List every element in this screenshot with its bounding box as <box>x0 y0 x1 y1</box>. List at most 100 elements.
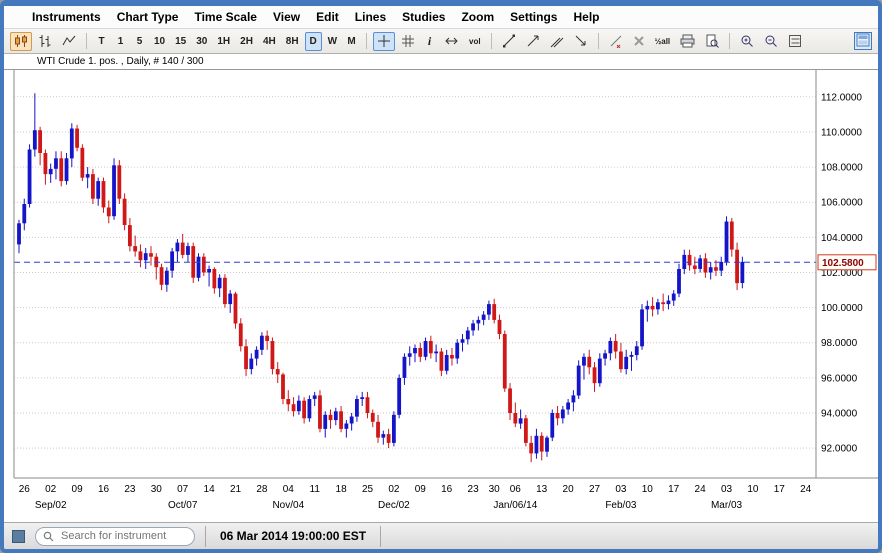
instrument-status-icon[interactable] <box>12 529 25 543</box>
auto-scale-icon <box>789 35 802 47</box>
svg-text:Mar/03: Mar/03 <box>711 500 743 511</box>
menu-lines[interactable]: Lines <box>354 10 387 24</box>
menu-help[interactable]: Help <box>573 10 600 24</box>
svg-text:02: 02 <box>45 484 57 495</box>
menu-settings[interactable]: Settings <box>510 10 558 24</box>
menu-zoom[interactable]: Zoom <box>461 10 495 24</box>
timeframe-button-M[interactable]: M <box>347 35 356 47</box>
svg-text:30: 30 <box>489 484 501 495</box>
crosshair-button[interactable] <box>373 31 396 51</box>
svg-text:13: 13 <box>536 484 548 495</box>
menu-instruments[interactable]: Instruments <box>32 10 101 24</box>
timeframe-button-5[interactable]: 5 <box>136 35 143 47</box>
trend-line-button[interactable] <box>498 32 520 51</box>
chart-title: WTI Crude 1. pos. , Daily, # 140 / 300 <box>4 54 878 70</box>
bar-chart-button[interactable] <box>34 32 56 51</box>
timeframe-button-30[interactable]: 30 <box>196 35 208 47</box>
timeframe-button-4H[interactable]: 4H <box>262 35 276 47</box>
timeframe-button-D[interactable]: D <box>304 31 322 51</box>
menu-chart-type[interactable]: Chart Type <box>116 10 179 24</box>
horizontal-arrows-icon <box>445 37 458 45</box>
svg-text:17: 17 <box>668 484 680 495</box>
toolbar: T 1 5 10 15 30 1H 2H 4H 8H D W M i vol <box>4 28 878 54</box>
svg-text:23: 23 <box>468 484 480 495</box>
svg-text:11: 11 <box>310 484 321 495</box>
auto-scale-button[interactable] <box>784 32 806 51</box>
print-preview-button[interactable] <box>701 32 723 51</box>
menubar: Instruments Chart Type Time Scale View Edit L… <box>4 6 878 28</box>
toolbar-separator <box>366 33 368 49</box>
svg-text:106.0000: 106.0000 <box>821 198 863 209</box>
candlestick-icon <box>15 35 27 47</box>
zoom-in-button[interactable] <box>736 32 758 51</box>
svg-text:28: 28 <box>256 484 268 495</box>
x-axis: 26 02 09 16 23 30 07 14 21 28 04 11 18 25 02 09 16 23 30 06… <box>19 484 812 511</box>
svg-text:110.0000: 110.0000 <box>821 128 862 139</box>
ohlc-bars-icon <box>39 35 51 47</box>
statusbar: 06 Mar 2014 19:00:00 EST <box>4 522 878 549</box>
svg-text:Dec/02: Dec/02 <box>378 500 410 511</box>
ray-line-button[interactable] <box>522 32 544 51</box>
svg-text:100.0000: 100.0000 <box>821 303 863 314</box>
grid-button[interactable] <box>397 32 419 51</box>
toolbar-separator <box>490 33 492 49</box>
layout-icon <box>856 33 870 47</box>
svg-text:Oct/07: Oct/07 <box>168 500 198 511</box>
menu-studies[interactable]: Studies <box>402 10 446 24</box>
timeframe-button-2H[interactable]: 2H <box>240 35 253 47</box>
delete-all-button[interactable] <box>629 32 649 51</box>
scale-half-all-button[interactable]: ½all <box>654 36 671 46</box>
menu-view[interactable]: View <box>272 10 301 24</box>
print-button[interactable] <box>676 32 699 51</box>
grid-icon <box>402 35 415 47</box>
svg-text:16: 16 <box>98 484 110 495</box>
zoom-out-button[interactable] <box>760 32 782 51</box>
volume-button[interactable]: vol <box>469 36 481 46</box>
svg-text:09: 09 <box>415 484 427 495</box>
toolbar-separator <box>597 33 599 49</box>
menu-edit[interactable]: Edit <box>316 10 339 24</box>
candlestick-chart-button[interactable] <box>10 31 32 51</box>
svg-text:14: 14 <box>204 484 216 495</box>
svg-text:09: 09 <box>72 484 84 495</box>
svg-text:104.0000: 104.0000 <box>821 233 863 244</box>
svg-text:30: 30 <box>151 484 163 495</box>
timeframe-button-1H[interactable]: 1H <box>217 35 231 47</box>
svg-text:Jan/06/14: Jan/06/14 <box>493 500 537 511</box>
timeframe-button-1[interactable]: 1 <box>117 35 124 47</box>
instrument-search-box[interactable] <box>35 526 195 546</box>
info-button[interactable]: i <box>427 33 432 48</box>
current-price-label: 102.5800 <box>817 254 877 271</box>
line-chart-button[interactable] <box>58 32 80 51</box>
timestamp: 06 Mar 2014 19:00:00 EST <box>205 525 382 547</box>
svg-text:18: 18 <box>336 484 348 495</box>
svg-text:Nov/04: Nov/04 <box>272 500 304 511</box>
svg-text:21: 21 <box>230 484 242 495</box>
svg-text:102.0000: 102.0000 <box>821 268 863 279</box>
page-magnifier-icon <box>706 34 720 48</box>
timeframe-button-8H[interactable]: 8H <box>285 35 299 47</box>
arrow-line-button[interactable] <box>570 32 592 51</box>
remove-drawing-button[interactable] <box>605 32 627 51</box>
layout-button[interactable] <box>854 32 872 50</box>
svg-text:26: 26 <box>19 484 31 495</box>
svg-text:112.0000: 112.0000 <box>821 92 862 103</box>
channel-line-button[interactable] <box>546 32 568 51</box>
crosshair-icon <box>378 35 391 47</box>
svg-text:06: 06 <box>510 484 522 495</box>
timeframe-button-group: T 1 5 10 15 30 1H 2H 4H 8H D W M <box>93 31 360 51</box>
line-chart-icon <box>62 35 76 46</box>
timeframe-button-W[interactable]: W <box>327 35 338 47</box>
timeframe-button-T[interactable]: T <box>98 35 105 47</box>
timeframe-button-15[interactable]: 15 <box>175 35 187 47</box>
expand-bars-button[interactable] <box>440 32 463 51</box>
menu-time-scale[interactable]: Time Scale <box>194 10 257 24</box>
delete-x-icon <box>633 36 644 46</box>
svg-text:96.0000: 96.0000 <box>821 373 858 384</box>
price-chart[interactable]: 112.0000 110.0000 108.0000 106.0000 104.0000… <box>4 70 878 522</box>
printer-icon <box>680 34 695 48</box>
search-input[interactable] <box>59 529 187 543</box>
timeframe-button-10[interactable]: 10 <box>154 35 166 47</box>
zoom-in-icon <box>741 35 754 47</box>
